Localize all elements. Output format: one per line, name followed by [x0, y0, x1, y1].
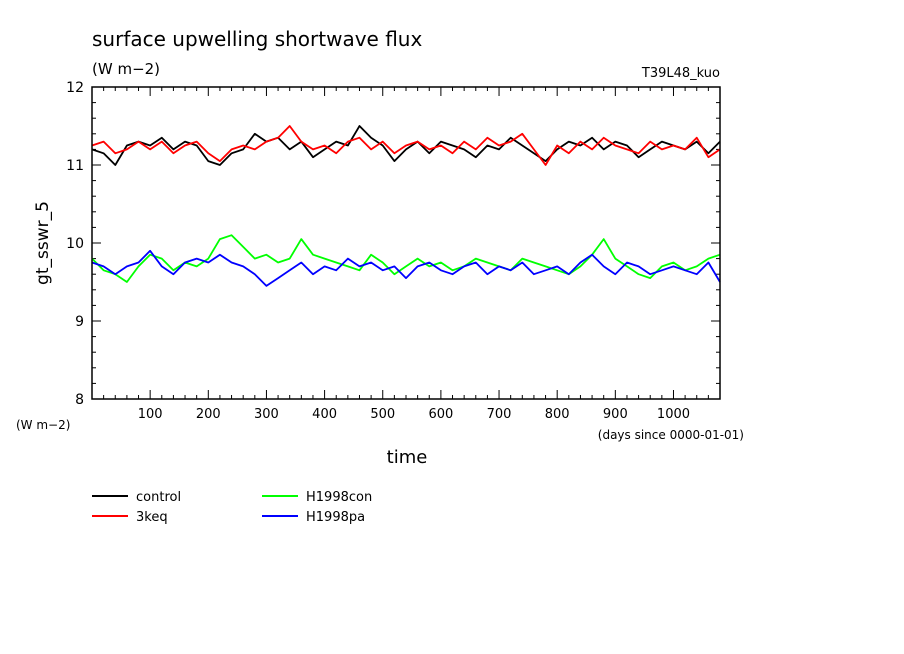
- x-axis-label: time: [387, 447, 428, 468]
- y-tick-label: 8: [75, 392, 84, 408]
- series-h1998pa: [91, 249, 721, 287]
- x-unit-label: (days since 0000-01-01): [598, 428, 744, 442]
- chart-title: surface upwelling shortwave flux: [92, 27, 422, 51]
- x-tick-label: 800: [545, 407, 570, 422]
- y-tick-label: 9: [75, 314, 84, 330]
- legend: control 3keq H1998con H1998pa: [92, 490, 372, 525]
- series-line-3keq: [91, 125, 721, 166]
- legend-label-h1998pa: H1998pa: [306, 510, 365, 525]
- series-layer: [91, 125, 721, 287]
- x-tick-label: 1000: [657, 407, 690, 422]
- tick-labels: 100 200 300 400 500 600 700 800 900 1000 8 9 10 11 12: [66, 80, 690, 422]
- y-tick-label: 10: [66, 236, 84, 252]
- title-units: (W m−2): [92, 60, 160, 78]
- y-axis-label: gt_sswr_5: [33, 201, 53, 285]
- x-tick-label: 500: [370, 407, 395, 422]
- x-tick-label: 200: [196, 407, 221, 422]
- x-tick-label: 900: [603, 407, 628, 422]
- series-line-h1998con: [91, 234, 721, 283]
- x-tick-label: 700: [487, 407, 512, 422]
- series-3keq: [91, 125, 721, 166]
- x-tick-label: 100: [138, 407, 163, 422]
- series-h1998con: [91, 234, 721, 283]
- legend-label-control: control: [136, 490, 181, 505]
- series-line-control: [91, 125, 721, 166]
- y-tick-label: 12: [66, 80, 84, 96]
- legend-label-3keq: 3keq: [136, 510, 168, 525]
- series-line-h1998pa: [91, 249, 721, 287]
- series-control: [91, 125, 721, 166]
- x-tick-label: 300: [254, 407, 279, 422]
- y-tick-label: 11: [66, 158, 84, 174]
- x-tick-label: 400: [312, 407, 337, 422]
- x-tick-label: 600: [428, 407, 453, 422]
- legend-label-h1998con: H1998con: [306, 490, 372, 505]
- axis-ticks: [92, 86, 720, 400]
- run-label: T39L48_kuo: [641, 66, 720, 81]
- plot-frame: [91, 86, 721, 400]
- y-unit-label: (W m−2): [16, 418, 70, 432]
